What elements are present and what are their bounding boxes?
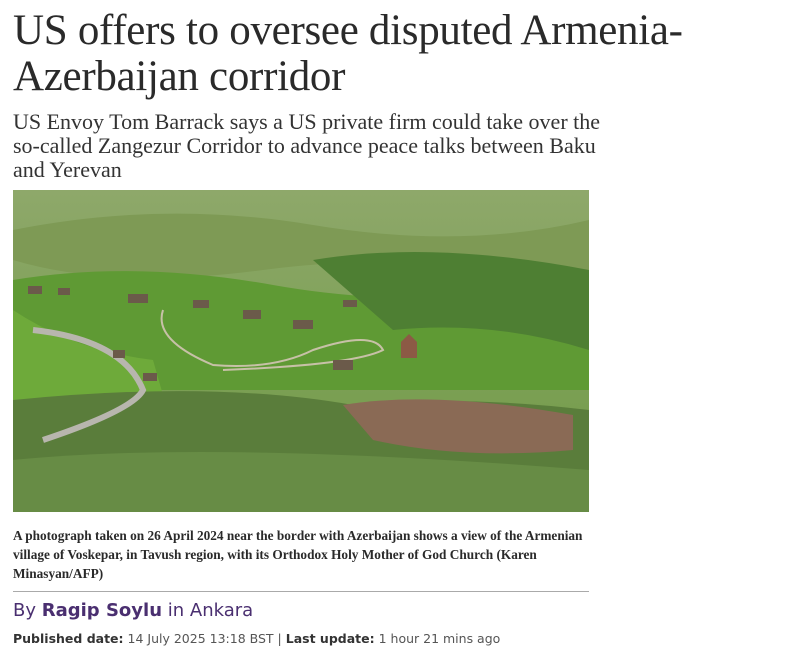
author-link[interactable]: Ragip Soylu	[41, 600, 163, 621]
updated-label: Last update:	[285, 631, 375, 646]
divider	[13, 591, 589, 592]
updated-value: 1 hour 21 mins ago	[378, 631, 501, 646]
byline-location: Ankara	[189, 600, 254, 621]
meta-separator: |	[277, 631, 282, 646]
byline-prefix: By	[13, 600, 37, 621]
byline: By Ragip Soylu in Ankara	[13, 600, 253, 621]
published-date: 14 July 2025 13:18 BST	[127, 631, 274, 646]
subheadline: US Envoy Tom Barrack says a US private f…	[13, 109, 601, 182]
photo-caption: A photograph taken on 26 April 2024 near…	[13, 528, 583, 581]
article-meta: Published date: 14 July 2025 13:18 BST |…	[13, 631, 500, 646]
article-photo	[13, 190, 589, 512]
headline: US offers to oversee disputed Armenia-Az…	[13, 7, 683, 100]
published-label: Published date:	[13, 631, 124, 646]
byline-location-prefix: in	[167, 600, 185, 621]
